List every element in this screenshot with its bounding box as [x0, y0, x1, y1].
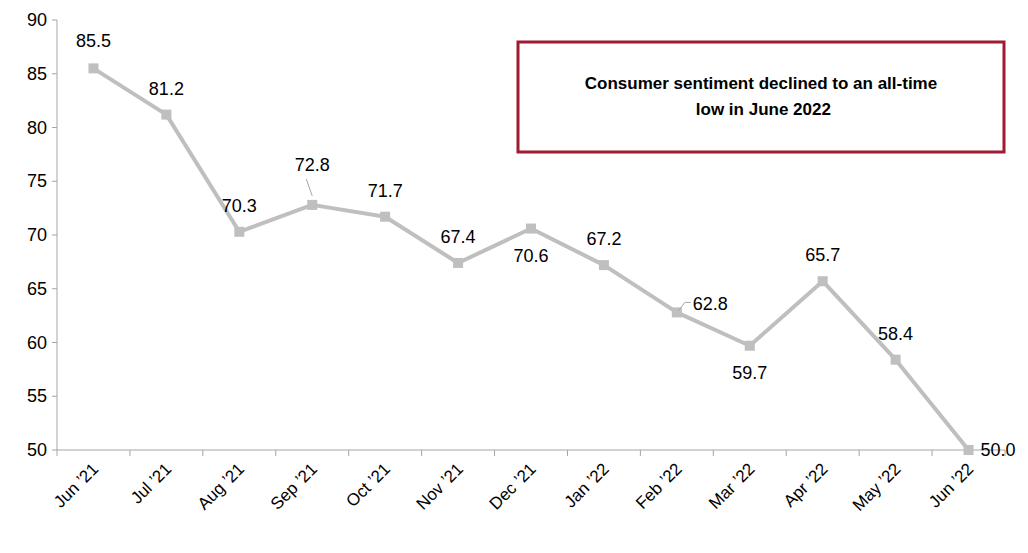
marker — [599, 260, 609, 270]
y-tick — [52, 73, 57, 74]
data-label: 70.3 — [222, 196, 257, 216]
y-tick-label: 50 — [27, 440, 47, 460]
x-tick — [57, 450, 58, 456]
data-label: 65.7 — [805, 245, 840, 265]
x-axis-line — [57, 450, 1005, 451]
marker — [964, 445, 974, 455]
x-tick-label: May ’22 — [849, 459, 905, 515]
x-tick — [494, 450, 495, 456]
data-label: 62.8 — [693, 294, 728, 314]
data-label: 70.6 — [513, 246, 548, 266]
x-tick-label: Apr ’22 — [780, 459, 832, 511]
marker — [453, 258, 463, 268]
x-tick — [202, 450, 203, 456]
y-tick — [52, 20, 57, 21]
x-tick-label: Mar ’22 — [705, 459, 759, 513]
y-tick — [52, 450, 57, 451]
x-tick — [640, 450, 641, 456]
y-tick — [52, 342, 57, 343]
x-tick — [348, 450, 349, 456]
x-tick-label: Nov ’21 — [413, 459, 467, 513]
x-tick-label: Jan ’22 — [561, 459, 613, 511]
marker — [891, 355, 901, 365]
marker — [234, 227, 244, 237]
leader-line — [679, 302, 691, 310]
x-tick-label: Jun ’22 — [925, 459, 977, 511]
chart-svg: 50 55 60 65 70 75 80 85 90 Jun ’21 Jul ’21 Aug ’21 S… — [0, 0, 1028, 553]
leader-line — [306, 179, 312, 196]
x-tick-label: Jul ’21 — [127, 459, 175, 507]
y-tick — [52, 396, 57, 397]
data-label: 59.7 — [732, 363, 767, 383]
data-label: 58.4 — [878, 324, 913, 344]
x-tick — [786, 450, 787, 456]
y-tick-label: 60 — [27, 333, 47, 353]
data-label: 67.2 — [586, 229, 621, 249]
y-tick-label: 75 — [27, 171, 47, 191]
data-label: 50.0 — [981, 440, 1016, 460]
x-tick — [859, 450, 860, 456]
y-tick — [52, 181, 57, 182]
y-tick — [52, 127, 57, 128]
x-tick — [932, 450, 933, 456]
y-tick-label: 85 — [27, 64, 47, 84]
data-label: 72.8 — [295, 155, 330, 175]
marker — [818, 276, 828, 286]
data-label: 67.4 — [441, 227, 476, 247]
y-tick-label: 90 — [27, 10, 47, 30]
x-tick — [421, 450, 422, 456]
x-tick-label: Dec ’21 — [486, 459, 540, 513]
y-tick-label: 80 — [27, 118, 47, 138]
marker — [161, 110, 171, 120]
annotation-box — [518, 42, 1004, 152]
marker — [380, 212, 390, 222]
marker — [526, 224, 536, 234]
chart-container: 50 55 60 65 70 75 80 85 90 Jun ’21 Jul ’21 Aug ’21 S… — [0, 0, 1028, 553]
x-tick-label: Jun ’21 — [50, 459, 102, 511]
x-tick-label: Oct ’21 — [342, 459, 394, 511]
y-tick-label: 65 — [27, 279, 47, 299]
annotation: Consumer sentiment declined to an all-ti… — [585, 74, 937, 119]
marker — [307, 200, 317, 210]
marker — [745, 341, 755, 351]
y-tick-label: 70 — [27, 225, 47, 245]
y-tick-label: 55 — [27, 386, 47, 406]
x-tick-label: Feb ’22 — [632, 459, 686, 513]
x-tick — [129, 450, 130, 456]
data-label: 71.7 — [368, 181, 403, 201]
x-tick-label: Aug ’21 — [194, 459, 248, 513]
y-tick — [52, 235, 57, 236]
x-tick — [713, 450, 714, 456]
marker — [88, 63, 98, 73]
data-label: 81.2 — [149, 79, 184, 99]
x-tick — [567, 450, 568, 456]
y-tick — [52, 288, 57, 289]
x-tick-label: Sep ’21 — [267, 459, 321, 513]
x-tick — [275, 450, 276, 456]
data-label: 85.5 — [76, 31, 111, 51]
